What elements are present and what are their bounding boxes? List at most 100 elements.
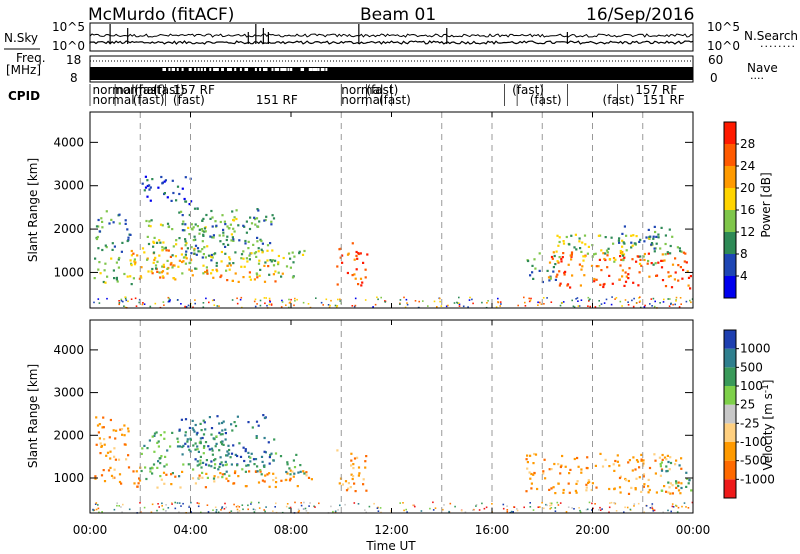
echo-cell bbox=[126, 275, 129, 278]
echo-cell bbox=[153, 450, 156, 453]
x-tick-label: 16:00 bbox=[475, 523, 510, 537]
echo-cell bbox=[202, 446, 206, 449]
echo-cell bbox=[598, 305, 601, 307]
freq-label: Freq. bbox=[16, 51, 46, 65]
echo-cell bbox=[653, 225, 656, 228]
echo-cell bbox=[242, 224, 245, 227]
freq-gap bbox=[200, 68, 203, 71]
echo-cell bbox=[203, 227, 206, 230]
echo-cell bbox=[184, 418, 188, 421]
echo-cell bbox=[675, 459, 678, 462]
echo-cell bbox=[256, 465, 259, 468]
echo-cell bbox=[647, 485, 650, 488]
freq-gap bbox=[162, 68, 165, 71]
echo-cell bbox=[286, 472, 289, 475]
echo-cell bbox=[420, 510, 423, 512]
echo-cell bbox=[123, 443, 126, 446]
echo-cell bbox=[224, 438, 227, 441]
echo-cell bbox=[528, 297, 530, 300]
echo-cell bbox=[141, 303, 144, 306]
echo-cell bbox=[532, 462, 535, 465]
velocity-echoes bbox=[92, 414, 694, 514]
noise-left-tick-high: 10^5 bbox=[52, 20, 85, 34]
echo-cell bbox=[253, 278, 256, 281]
echo-cell bbox=[652, 237, 655, 240]
echo-cell bbox=[637, 502, 640, 505]
echo-cell bbox=[614, 258, 617, 261]
echo-cell bbox=[636, 460, 640, 463]
echo-cell bbox=[353, 502, 356, 504]
echo-cell bbox=[96, 424, 100, 427]
echo-cell bbox=[108, 436, 111, 439]
echo-cell bbox=[357, 466, 361, 469]
echo-cell bbox=[432, 501, 434, 504]
echo-cell bbox=[436, 306, 438, 308]
echo-cell bbox=[677, 481, 680, 484]
echo-cell bbox=[666, 469, 669, 473]
freq-gap bbox=[310, 68, 313, 71]
echo-cell bbox=[197, 250, 200, 253]
echo-cell bbox=[580, 471, 583, 474]
echo-cell bbox=[640, 490, 643, 493]
echo-cell bbox=[148, 184, 151, 187]
echo-cell bbox=[133, 263, 137, 266]
echo-cell bbox=[211, 453, 214, 456]
echo-cell bbox=[209, 255, 212, 258]
echo-cell bbox=[580, 468, 583, 471]
echo-cell bbox=[499, 305, 501, 307]
echo-cell bbox=[187, 445, 190, 448]
echo-cell bbox=[146, 258, 149, 261]
echo-cell bbox=[155, 267, 158, 270]
echo-cell bbox=[239, 455, 243, 458]
echo-cell bbox=[689, 275, 692, 278]
echo-cell bbox=[184, 200, 187, 203]
echo-cell bbox=[347, 252, 350, 255]
echo-cell bbox=[305, 474, 308, 477]
echo-cell bbox=[163, 304, 165, 306]
echo-cell bbox=[213, 459, 216, 462]
echo-cell bbox=[256, 303, 258, 305]
echo-cell bbox=[240, 296, 243, 299]
echo-cell bbox=[663, 298, 665, 301]
echo-cell bbox=[544, 477, 547, 480]
echo-cell bbox=[270, 303, 273, 305]
echo-cell bbox=[619, 300, 622, 303]
colorbar-tick-label: 4 bbox=[740, 269, 748, 283]
echo-cell bbox=[616, 460, 619, 463]
echo-cell bbox=[250, 252, 253, 255]
echo-cell bbox=[314, 506, 316, 508]
echo-cell bbox=[132, 470, 135, 473]
echo-cell bbox=[598, 300, 600, 302]
echo-cell bbox=[263, 280, 267, 283]
echo-cell bbox=[166, 267, 169, 270]
echo-cell bbox=[478, 509, 481, 511]
echo-cell bbox=[690, 301, 692, 304]
echo-cell bbox=[134, 297, 137, 300]
x-axis-label: Time UT bbox=[365, 539, 416, 553]
echo-cell bbox=[188, 268, 191, 271]
echo-cell bbox=[357, 503, 360, 505]
echo-cell bbox=[677, 484, 680, 488]
echo-cell bbox=[111, 248, 114, 251]
echo-cell bbox=[458, 303, 461, 306]
echo-cell bbox=[569, 468, 572, 471]
echo-cell bbox=[222, 228, 225, 231]
echo-cell bbox=[650, 298, 653, 300]
echo-cell bbox=[670, 303, 672, 305]
echo-cell bbox=[157, 186, 160, 189]
echo-cell bbox=[302, 301, 305, 304]
echo-cell bbox=[675, 486, 678, 489]
echo-cell bbox=[190, 511, 192, 513]
echo-cell bbox=[168, 299, 170, 302]
echo-cell bbox=[161, 505, 163, 507]
echo-cell bbox=[662, 511, 664, 514]
echo-cell bbox=[143, 303, 146, 305]
echo-cell bbox=[539, 301, 541, 304]
echo-cell bbox=[175, 199, 178, 202]
echo-cell bbox=[212, 509, 214, 511]
echo-cell bbox=[548, 468, 551, 471]
freq-gap bbox=[173, 68, 176, 71]
echo-cell bbox=[142, 302, 144, 304]
echo-cell bbox=[167, 507, 170, 509]
echo-cell bbox=[602, 283, 605, 286]
